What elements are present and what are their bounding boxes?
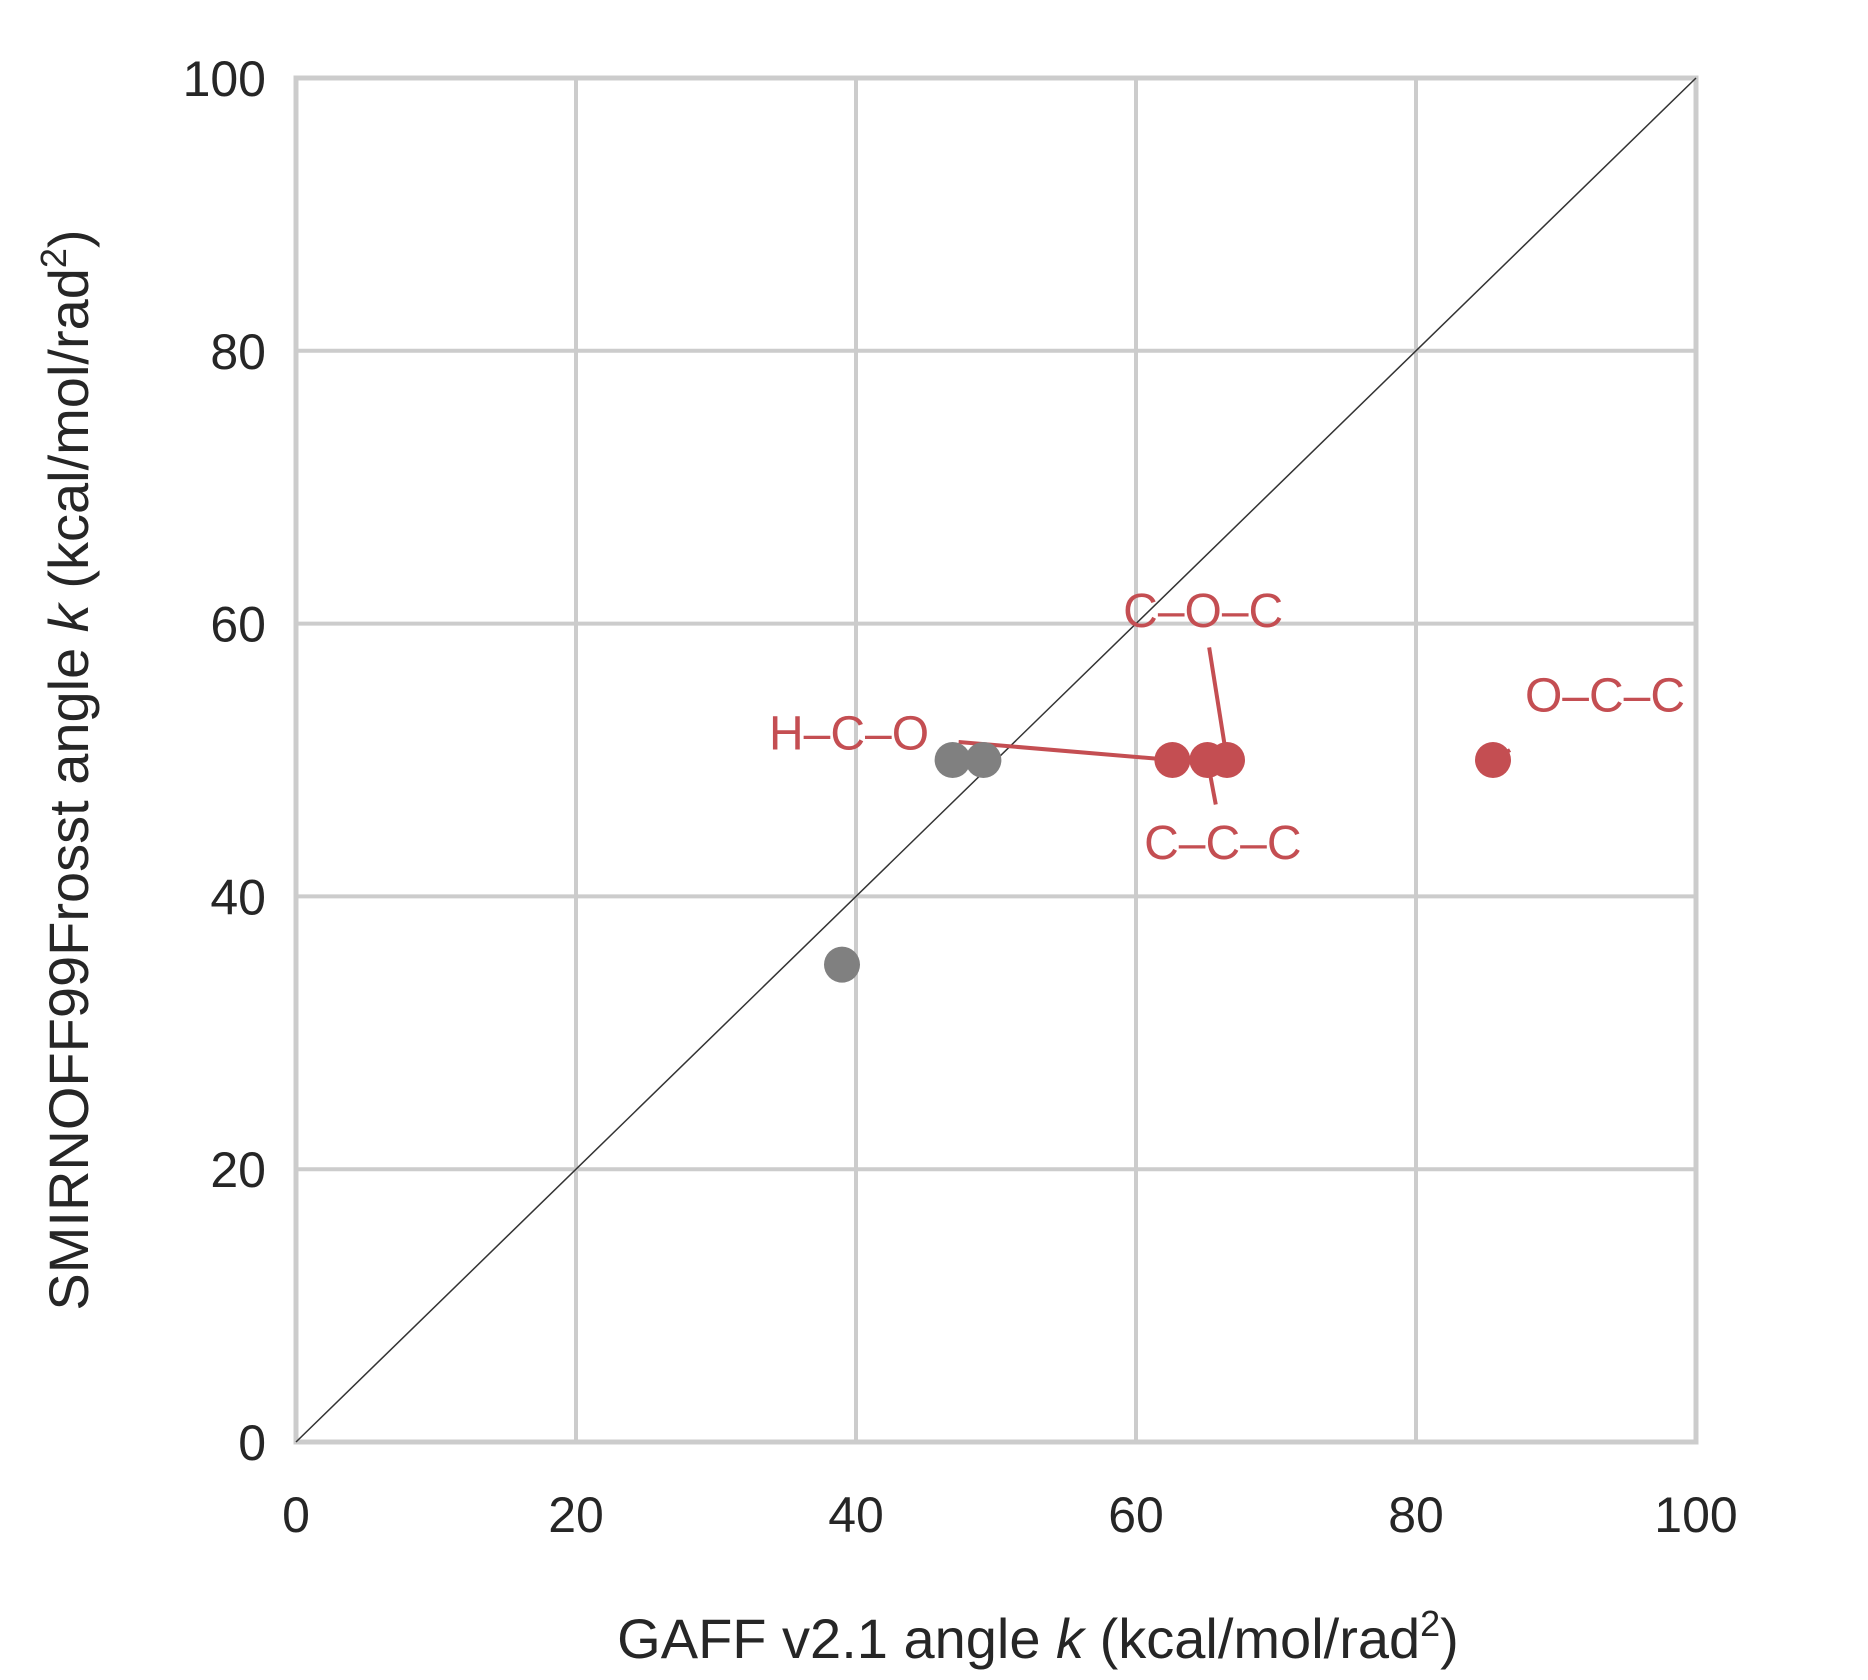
grid-layer [293,75,1699,1445]
data-point [1209,742,1245,778]
y-tick-label: 0 [238,1415,266,1471]
x-tick-label: 0 [282,1487,310,1543]
data-point [824,946,860,983]
annotation-label: H–C–O [769,708,929,761]
tick-labels: 0 20 40 60 80 100 0 20 40 60 80 100 [183,51,1738,1543]
x-axis-label: GAFF v2.1 angle k (kcal/mol/rad2) [617,1603,1459,1670]
annotation-connector [958,739,1173,762]
y-tick-label: 60 [210,597,266,653]
y-tick-label: 40 [210,869,266,925]
annotation-label: O–C–C [1525,670,1685,723]
annotation-connector [1207,647,1229,761]
y-tick-label: 100 [183,51,266,107]
x-tick-label: 60 [1108,1487,1164,1543]
annotation-labels: H–C–O C–C–C C–O–C O–C–C [769,585,1685,870]
y-tick-label: 80 [210,324,266,380]
x-tick-label: 40 [828,1487,884,1543]
y-axis-label: SMIRNOFF99Frosst angle k (kcal/mol/rad2) [33,229,100,1310]
data-point [1154,742,1191,778]
x-tick-label: 20 [548,1487,604,1543]
data-point [934,742,971,778]
x-tick-label: 100 [1654,1487,1737,1543]
annotation-label: C–C–C [1144,817,1301,870]
x-tick-label: 80 [1388,1487,1444,1543]
plot-frame [293,75,1699,1445]
annotation-label: C–O–C [1123,585,1283,638]
y-tick-label: 20 [210,1142,266,1198]
data-points [824,742,1511,983]
data-point [1475,742,1511,778]
data-point [965,742,1002,778]
annotation-connectors [958,647,1512,805]
